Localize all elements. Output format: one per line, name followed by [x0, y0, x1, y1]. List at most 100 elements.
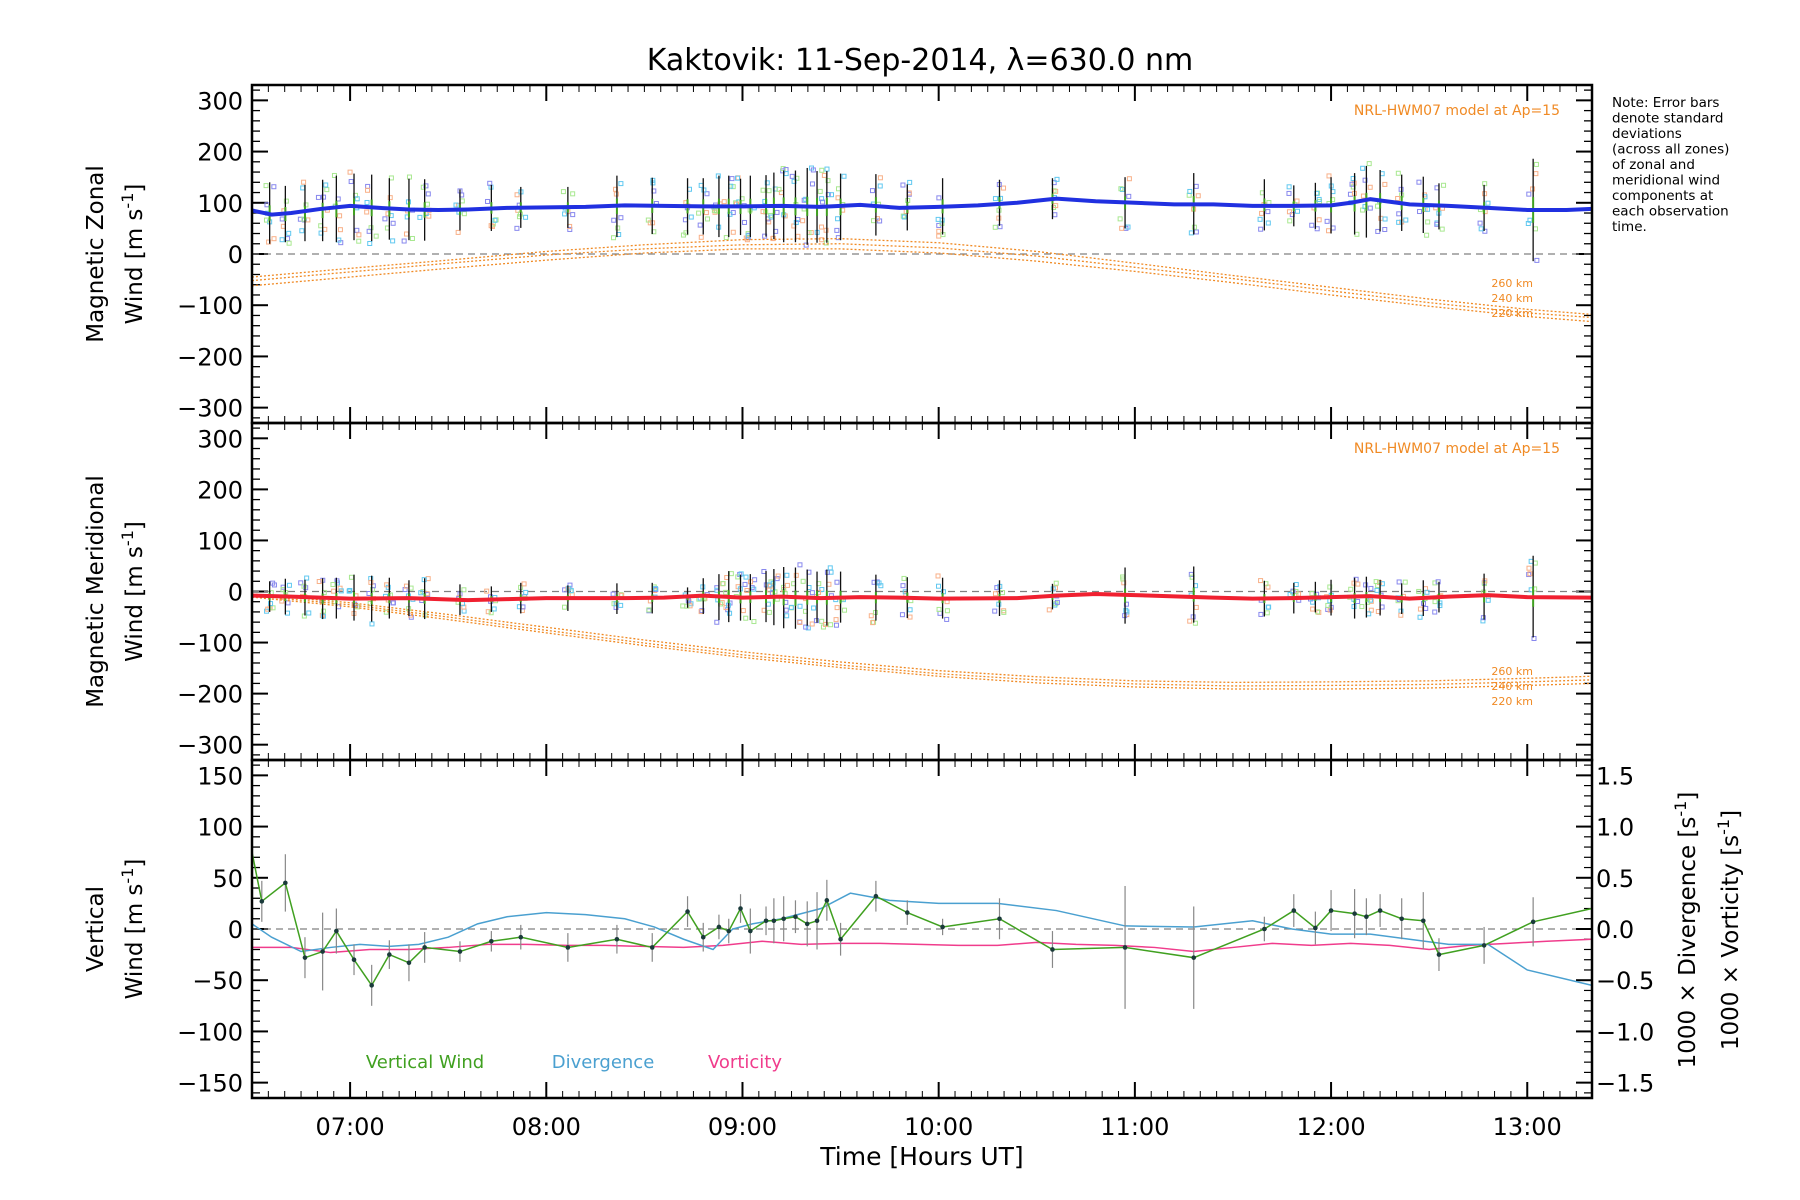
- zone-marker: [1396, 219, 1402, 225]
- zone-marker: [1316, 217, 1322, 223]
- zone-marker: [819, 618, 825, 624]
- zone-marker: [826, 581, 832, 587]
- zone-marker: [1001, 185, 1007, 191]
- altitude-label: 240 km: [1491, 292, 1533, 305]
- panel-2: 300 200 100 0 −100 −200 −300 Magnetic Meridiona…: [83, 421, 1594, 762]
- zone-marker: [784, 572, 790, 578]
- zone-marker: [783, 607, 789, 613]
- y-axis-label-line2: Wind [m s-1]: [118, 521, 148, 662]
- vertical-wind-point: [422, 945, 427, 950]
- zone-marker: [1531, 635, 1537, 641]
- zone-marker: [1354, 231, 1360, 237]
- zone-marker: [484, 588, 490, 594]
- zone-marker: [1293, 582, 1299, 588]
- zone-marker: [356, 238, 362, 244]
- note-line: denote standard: [1612, 111, 1723, 127]
- zone-marker: [570, 212, 576, 218]
- note-line: components at: [1612, 188, 1713, 204]
- zone-marker: [1347, 191, 1353, 197]
- zone-marker: [306, 610, 312, 616]
- x-tick-label: 13:00: [1493, 1113, 1562, 1141]
- zone-marker: [1123, 607, 1129, 613]
- zone-marker: [346, 588, 352, 594]
- vertical-wind-point: [1262, 926, 1267, 932]
- zone-marker: [809, 621, 815, 627]
- zone-marker: [828, 622, 834, 628]
- zone-marker: [1327, 607, 1333, 613]
- zone-marker: [1309, 222, 1315, 228]
- zone-marker: [827, 565, 833, 571]
- vertical-wind-point: [763, 918, 769, 924]
- vertical-wind-point: [814, 918, 820, 924]
- zone-marker: [1478, 226, 1484, 232]
- zone-marker: [1432, 609, 1438, 615]
- zone-marker: [789, 173, 795, 179]
- panel-frame: [250, 83, 1594, 425]
- model-label: NRL-HWM07 model at Ap=15: [1354, 103, 1560, 119]
- panel-frame: [250, 758, 1594, 1100]
- vertical-wind-point: [1377, 908, 1383, 913]
- zone-marker: [268, 601, 274, 607]
- zone-marker: [727, 211, 733, 217]
- vertical-wind-point: [1313, 925, 1318, 931]
- zone-marker: [1532, 560, 1538, 566]
- zone-marker: [992, 224, 998, 230]
- zone-marker: [1485, 200, 1491, 206]
- note-line: time.: [1612, 219, 1647, 235]
- zone-marker: [337, 585, 343, 591]
- zone-marker: [1193, 604, 1199, 610]
- zone-marker: [764, 180, 770, 186]
- zone-marker: [1526, 191, 1532, 197]
- zone-marker: [365, 187, 371, 193]
- vertical-wind-point: [804, 921, 810, 927]
- zone-marker: [900, 213, 906, 219]
- vertical-wind-point: [387, 952, 392, 957]
- zone-marker: [901, 575, 907, 581]
- zone-marker: [1379, 171, 1385, 177]
- model-line-260km: [251, 593, 1593, 684]
- zone-marker: [1534, 257, 1540, 263]
- y-axis-label-line1: Magnetic Zonal: [83, 165, 109, 343]
- zone-marker: [936, 583, 942, 589]
- vertical-wind-point: [904, 910, 910, 915]
- y-axis-label-line1: Magnetic Meridional: [83, 475, 109, 708]
- zone-marker: [834, 579, 840, 585]
- y-tick-label: 0: [228, 579, 243, 607]
- zone-marker: [1188, 230, 1194, 236]
- zone-marker: [1316, 609, 1322, 615]
- legend-vorticity: Vorticity: [708, 1052, 782, 1073]
- zone-marker: [301, 583, 307, 589]
- zone-marker: [996, 215, 1002, 221]
- zone-marker: [800, 218, 806, 224]
- zone-marker: [1480, 618, 1486, 624]
- zone-marker: [315, 194, 321, 200]
- y-axis-label-line1: Vertical: [83, 886, 109, 972]
- zone-marker: [610, 591, 616, 597]
- vertical-wind-point: [738, 906, 743, 911]
- zone-marker: [382, 216, 388, 222]
- y-tick-label: −300: [177, 732, 243, 760]
- vertical-wind-point: [489, 938, 494, 944]
- zone-marker: [618, 215, 624, 221]
- zone-marker: [1327, 584, 1333, 590]
- zone-marker: [1367, 184, 1373, 190]
- zone-marker: [523, 589, 529, 595]
- altitude-label: 220 km: [1491, 307, 1533, 320]
- zone-marker: [819, 237, 825, 243]
- zone-marker: [767, 583, 773, 589]
- zone-marker: [1375, 203, 1381, 209]
- zone-marker: [728, 571, 734, 577]
- zone-marker: [1325, 602, 1331, 608]
- zone-marker: [907, 179, 913, 185]
- zone-marker: [1432, 580, 1438, 586]
- y-tick-label: 200: [197, 139, 243, 167]
- zone-marker: [805, 625, 811, 631]
- y2-tick-label: −1.0: [1596, 1018, 1654, 1046]
- vertical-wind-point: [302, 955, 308, 960]
- zone-marker: [1396, 211, 1402, 217]
- zone-marker: [645, 217, 651, 223]
- vertical-wind-point: [369, 983, 374, 988]
- zone-marker: [406, 174, 412, 180]
- zone-marker: [803, 624, 809, 630]
